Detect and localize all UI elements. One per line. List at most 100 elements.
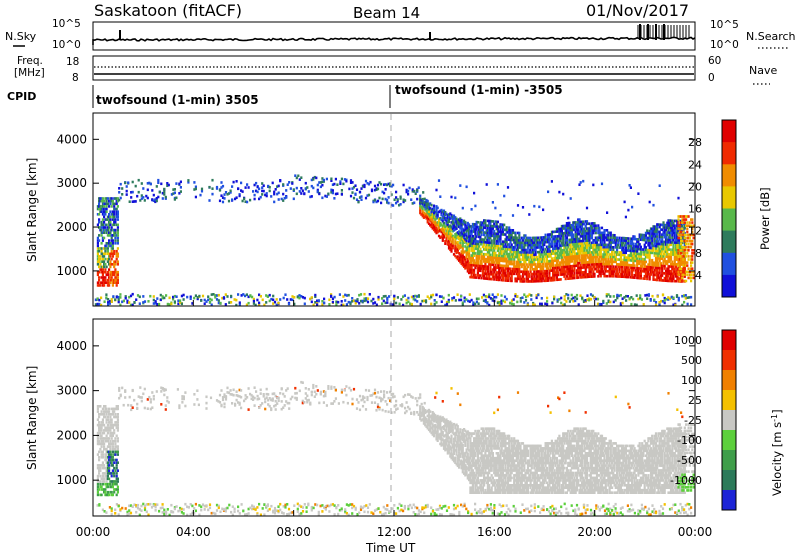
power-echo — [570, 267, 573, 270]
power-echo — [373, 301, 377, 304]
power-echo — [425, 214, 428, 218]
power-echo — [118, 187, 121, 190]
power-echo — [98, 199, 101, 203]
power-echo — [496, 266, 499, 269]
power-echo — [108, 244, 111, 248]
power-echo — [577, 264, 580, 267]
power-echo — [372, 200, 375, 204]
power-echo — [544, 233, 547, 237]
power-echo — [674, 236, 678, 240]
power-echo — [373, 188, 377, 192]
power-echo — [509, 248, 512, 251]
power-echo — [540, 253, 543, 256]
power-echo — [602, 243, 605, 247]
power-echo — [653, 261, 656, 265]
power-echo — [537, 279, 540, 283]
power-echo — [523, 263, 526, 266]
power-echo — [167, 183, 170, 187]
power-echo — [479, 238, 482, 241]
power-echo — [582, 232, 585, 236]
power-echo — [672, 263, 675, 266]
power-echo — [491, 224, 494, 228]
power-echo — [451, 244, 454, 247]
power-echo — [534, 251, 537, 254]
power-echo — [691, 252, 694, 255]
power-echo — [108, 299, 111, 303]
power-echo — [110, 247, 113, 250]
power-echo — [423, 197, 426, 201]
power-echo — [652, 261, 655, 264]
power-echo — [207, 295, 210, 298]
power-echo — [657, 257, 660, 260]
power-echo — [279, 298, 282, 301]
power-echo — [681, 255, 684, 258]
power-echo — [134, 200, 137, 203]
power-echo — [479, 264, 482, 268]
power-echo — [526, 303, 529, 307]
power-echo — [543, 269, 546, 273]
power-echo — [115, 252, 118, 256]
power-echo — [460, 218, 463, 222]
power-echo — [592, 241, 595, 244]
power-echo — [469, 239, 472, 243]
power-echo — [100, 199, 103, 203]
power-echo — [461, 261, 464, 265]
power-echo — [530, 275, 533, 278]
power-echo — [607, 255, 610, 259]
power-echo — [510, 299, 514, 302]
power-echo — [426, 204, 429, 207]
power-echo — [579, 227, 582, 231]
power-echo — [634, 242, 637, 246]
power-echo — [484, 221, 487, 225]
power-echo — [325, 195, 328, 198]
power-echo — [459, 243, 462, 247]
power-echo — [451, 227, 454, 231]
power-echo — [672, 246, 675, 249]
power-echo — [461, 301, 464, 305]
power-echo — [182, 293, 185, 297]
power-echo — [559, 278, 562, 281]
power-echo — [108, 239, 111, 242]
power-echo — [568, 274, 571, 278]
power-echo — [549, 252, 552, 256]
power-echo — [639, 296, 642, 300]
power-echo — [501, 254, 505, 258]
power-echo — [465, 263, 468, 267]
power-echo — [458, 247, 461, 250]
power-echo — [579, 239, 582, 243]
power-echo — [110, 239, 113, 242]
power-echo — [646, 265, 649, 269]
power-echo — [447, 232, 451, 236]
power-echo — [569, 233, 572, 237]
power-echo — [463, 222, 466, 225]
power-echo — [647, 256, 650, 259]
power-echo — [540, 250, 543, 254]
power-echo — [613, 250, 616, 254]
power-echo — [623, 275, 626, 279]
power-echo — [565, 231, 568, 235]
power-echo — [493, 275, 496, 279]
power-echo — [563, 265, 566, 269]
power-echo — [628, 263, 631, 267]
velocity-echo — [168, 513, 171, 517]
power-echo — [476, 271, 479, 275]
power-echo — [654, 230, 658, 233]
power-echo — [496, 247, 499, 250]
power-echo — [99, 268, 102, 271]
power-echo — [113, 265, 116, 269]
power-echo — [526, 241, 530, 245]
power-echo — [475, 276, 478, 279]
power-echo — [570, 226, 573, 229]
power-echo — [609, 245, 612, 249]
power-echo — [579, 244, 582, 248]
power-echo — [643, 270, 646, 273]
power-echo — [617, 241, 620, 244]
power-echo — [130, 191, 133, 194]
power-echo — [564, 246, 567, 249]
power-echo — [435, 231, 438, 235]
velocity-echo — [203, 508, 206, 511]
power-echo — [670, 295, 673, 299]
power-echo — [230, 294, 233, 298]
power-echo — [504, 269, 507, 273]
power-echo — [558, 237, 561, 240]
